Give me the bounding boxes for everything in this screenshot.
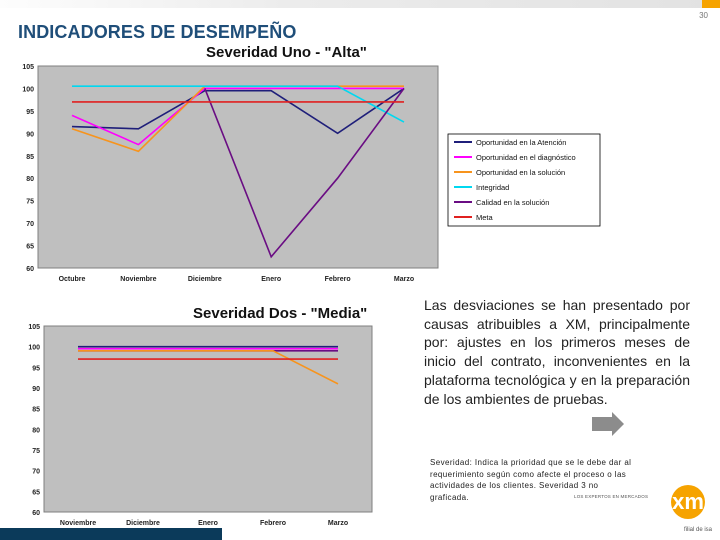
x-tick-label: Enero <box>198 520 218 527</box>
y-tick-label: 95 <box>32 365 40 372</box>
y-tick-label: 60 <box>32 510 40 517</box>
chart-severidad-uno: 60 65 70 75 80 85 90 95 100 105 Octubre Noviembre Di… <box>22 64 601 283</box>
y-tick-label: 65 <box>32 489 40 496</box>
chart-1-title: Severidad Uno - "Alta" <box>206 44 367 61</box>
series-line <box>78 350 339 385</box>
legend-label: Meta <box>476 213 494 222</box>
y-tick-label: 85 <box>26 154 34 161</box>
y-tick-label: 75 <box>32 448 40 455</box>
severity-footnote: Severidad: Indica la prioridad que se le… <box>430 458 632 502</box>
y-tick-label: 80 <box>32 427 40 434</box>
x-tick-label: Marzo <box>328 520 348 527</box>
x-tick-label: Diciembre <box>126 520 160 527</box>
y-tick-label: 70 <box>32 469 40 476</box>
banner-accent <box>702 0 720 8</box>
legend-label: Integridad <box>476 183 509 192</box>
legend-box <box>447 133 601 227</box>
x-tick-label: Enero <box>261 276 281 283</box>
y-tick-label: 85 <box>32 407 40 414</box>
svg-text:xm: xm <box>672 489 704 514</box>
chart-2-title: Severidad Dos - "Media" <box>193 305 368 322</box>
x-tick-label: Noviembre <box>120 276 156 283</box>
series-line <box>72 85 405 123</box>
top-banner <box>0 0 720 8</box>
series-line <box>71 87 404 146</box>
y-tick-label: 100 <box>28 345 40 352</box>
y-tick-label: 60 <box>26 266 34 273</box>
y-tick-label: 90 <box>26 131 34 138</box>
xm-logo: xm <box>671 485 705 519</box>
page-number: 30 <box>699 11 708 20</box>
x-tick-label: Noviembre <box>60 520 96 527</box>
y-tick-label: 95 <box>26 109 34 116</box>
logo-subtitle: filial de isa <box>684 527 713 533</box>
next-arrow-icon[interactable] <box>592 412 626 436</box>
chart-severidad-dos: 60 65 70 75 80 85 90 95 100 105 Noviembre Diciembre… <box>28 324 373 527</box>
y-tick-label: 105 <box>22 64 34 71</box>
legend-label: Calidad en la solución <box>476 198 549 207</box>
series-line <box>204 87 405 259</box>
logo-tagline: LOS EXPERTOS EN MERCADOS <box>574 494 649 499</box>
y-tick-label: 100 <box>22 86 34 93</box>
y-tick-label: 90 <box>32 386 40 393</box>
x-tick-label: Octubre <box>59 276 86 283</box>
y-tick-label: 65 <box>26 244 34 251</box>
legend-label: Oportunidad en la Atención <box>476 138 566 147</box>
x-tick-label: Marzo <box>394 276 414 283</box>
x-tick-label: Febrero <box>325 276 351 283</box>
slide-title: INDICADORES DE DESEMPEÑO <box>18 22 297 42</box>
legend-label: Oportunidad en la solución <box>476 168 565 177</box>
plot-area <box>37 65 439 269</box>
y-tick-label: 70 <box>26 221 34 228</box>
y-tick-label: 80 <box>26 176 34 183</box>
x-tick-label: Febrero <box>260 520 286 527</box>
explanation-text: Las desviaciones se han presentado por c… <box>424 297 690 407</box>
y-tick-label: 75 <box>26 199 34 206</box>
legend-label: Oportunidad en el diagnóstico <box>476 153 576 162</box>
x-tick-label: Diciembre <box>188 276 222 283</box>
series-line <box>71 87 405 135</box>
bottom-bar <box>0 528 222 540</box>
plot-area <box>43 325 373 513</box>
y-tick-label: 105 <box>28 324 40 331</box>
